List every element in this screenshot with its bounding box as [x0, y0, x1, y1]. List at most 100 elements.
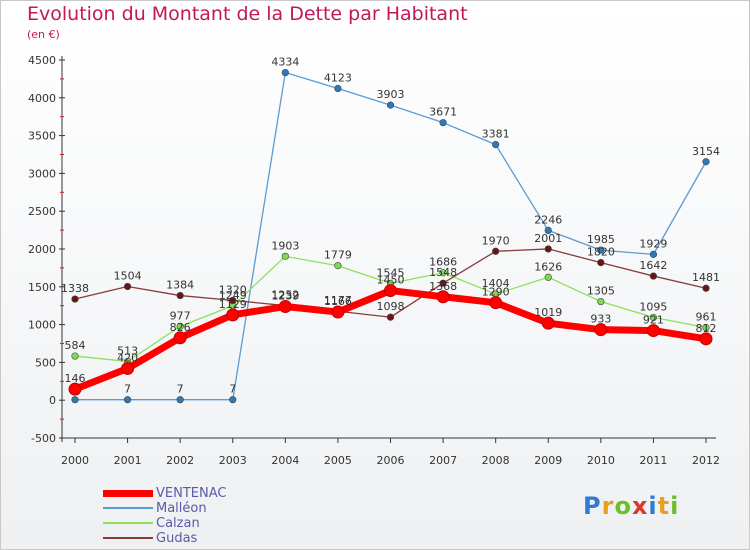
y-tick-label: 4500 — [28, 54, 56, 67]
y-tick-label: 1500 — [28, 281, 56, 294]
data-label-mall-on: 3671 — [429, 106, 457, 119]
data-label-mall-on: 7 — [229, 383, 236, 396]
data-point-ventenac — [226, 308, 240, 322]
data-label-ventenac: 1129 — [219, 298, 247, 311]
data-label-gudas: 1252 — [271, 289, 299, 302]
data-point-ventenac — [68, 382, 82, 396]
data-label-calzan: 513 — [117, 344, 138, 357]
y-tick-label: 2000 — [28, 243, 56, 256]
data-label-ventenac: 1368 — [429, 280, 457, 293]
data-label-ventenac: 420 — [117, 351, 138, 364]
data-point-gudas — [71, 295, 79, 303]
data-point-ventenac — [278, 300, 292, 314]
x-tick-label: 2001 — [114, 454, 142, 467]
data-point-ventenac — [489, 296, 503, 310]
data-label-calzan: 584 — [65, 339, 86, 352]
x-tick-label: 2004 — [271, 454, 299, 467]
brand-letter: r — [601, 492, 615, 520]
data-point-mall-on — [439, 119, 447, 127]
x-tick-label: 2006 — [377, 454, 405, 467]
data-point-ventenac — [173, 331, 187, 345]
data-point-calzan — [176, 322, 184, 330]
y-tick-label: 3000 — [28, 167, 56, 180]
data-label-calzan: 1095 — [639, 300, 667, 313]
data-point-gudas — [597, 259, 605, 267]
x-tick-label: 2010 — [587, 454, 615, 467]
chart-subtitle: (en €) — [27, 28, 60, 41]
data-point-ventenac — [646, 324, 660, 338]
data-label-gudas: 1384 — [166, 279, 194, 292]
brand-letter: x — [631, 492, 649, 520]
data-label-ventenac: 933 — [590, 313, 611, 326]
data-label-ventenac: 826 — [170, 321, 191, 334]
data-label-mall-on: 3381 — [482, 128, 510, 141]
legend-label: Gudas — [156, 531, 198, 546]
data-label-gudas: 1970 — [482, 234, 510, 247]
x-tick-label: 2000 — [61, 454, 89, 467]
data-label-mall-on: 4334 — [271, 56, 299, 69]
data-point-ventenac — [541, 316, 555, 330]
data-label-mall-on: 3903 — [377, 88, 405, 101]
data-label-gudas: 1481 — [692, 271, 720, 284]
data-label-gudas: 1504 — [114, 269, 142, 282]
data-label-gudas: 1642 — [639, 259, 667, 272]
data-label-ventenac: 921 — [643, 314, 664, 327]
data-label-calzan: 1779 — [324, 249, 352, 262]
data-point-calzan — [702, 323, 710, 332]
data-point-gudas — [649, 272, 658, 280]
data-point-mall-on — [123, 396, 132, 404]
x-tick-label: 2009 — [534, 454, 562, 467]
y-tick-label: 1000 — [28, 319, 56, 332]
data-point-mall-on — [281, 68, 289, 77]
data-label-ventenac: 1019 — [534, 306, 562, 319]
data-point-gudas — [386, 313, 395, 321]
data-point-ventenac — [699, 332, 713, 346]
y-tick-label: -500 — [31, 432, 56, 445]
data-point-gudas — [439, 279, 447, 287]
data-label-calzan: 961 — [696, 311, 717, 324]
data-point-ventenac — [121, 361, 135, 375]
data-point-gudas — [176, 291, 184, 300]
data-label-calzan: 1545 — [377, 266, 405, 279]
x-tick-label: 2005 — [324, 454, 352, 467]
data-label-gudas: 2001 — [534, 232, 562, 245]
data-point-mall-on — [71, 396, 79, 404]
data-point-mall-on — [702, 158, 710, 166]
data-label-mall-on: 7 — [177, 383, 184, 396]
data-point-mall-on — [176, 396, 184, 404]
data-label-mall-on: 1985 — [587, 233, 615, 246]
legend-swatch — [103, 507, 153, 509]
data-point-calzan — [544, 273, 552, 281]
data-point-calzan — [334, 262, 342, 270]
data-point-gudas — [544, 245, 552, 253]
data-point-mall-on — [229, 396, 237, 404]
data-label-mall-on: 7 — [124, 383, 131, 396]
brand-logo: Proxiti — [583, 492, 679, 520]
data-point-gudas — [229, 296, 237, 305]
data-point-gudas — [702, 284, 710, 292]
data-label-calzan: 1249 — [219, 289, 247, 302]
brand-letter: o — [614, 492, 632, 520]
data-point-mall-on — [544, 226, 552, 235]
x-tick-label: 2008 — [482, 454, 510, 467]
data-point-gudas — [492, 247, 500, 255]
data-point-mall-on — [649, 250, 658, 258]
data-label-gudas: 1320 — [219, 283, 247, 296]
x-tick-label: 2012 — [692, 454, 720, 467]
y-tick-label: 0 — [49, 394, 56, 407]
legend-swatch — [103, 489, 153, 497]
y-tick-label: 500 — [35, 356, 56, 369]
x-tick-label: 2011 — [639, 454, 667, 467]
data-label-gudas: 1338 — [61, 282, 89, 295]
legend-label: VENTENAC — [156, 486, 227, 501]
x-tick-label: 2007 — [429, 454, 457, 467]
data-point-gudas — [123, 282, 132, 291]
data-point-mall-on — [334, 84, 342, 93]
data-point-mall-on — [386, 101, 395, 109]
data-label-calzan: 977 — [170, 309, 191, 322]
data-point-calzan — [439, 269, 447, 277]
data-label-calzan: 1903 — [271, 239, 299, 252]
brand-letter: i — [648, 492, 658, 520]
legend-swatch — [103, 522, 153, 524]
data-point-mall-on — [597, 246, 605, 254]
